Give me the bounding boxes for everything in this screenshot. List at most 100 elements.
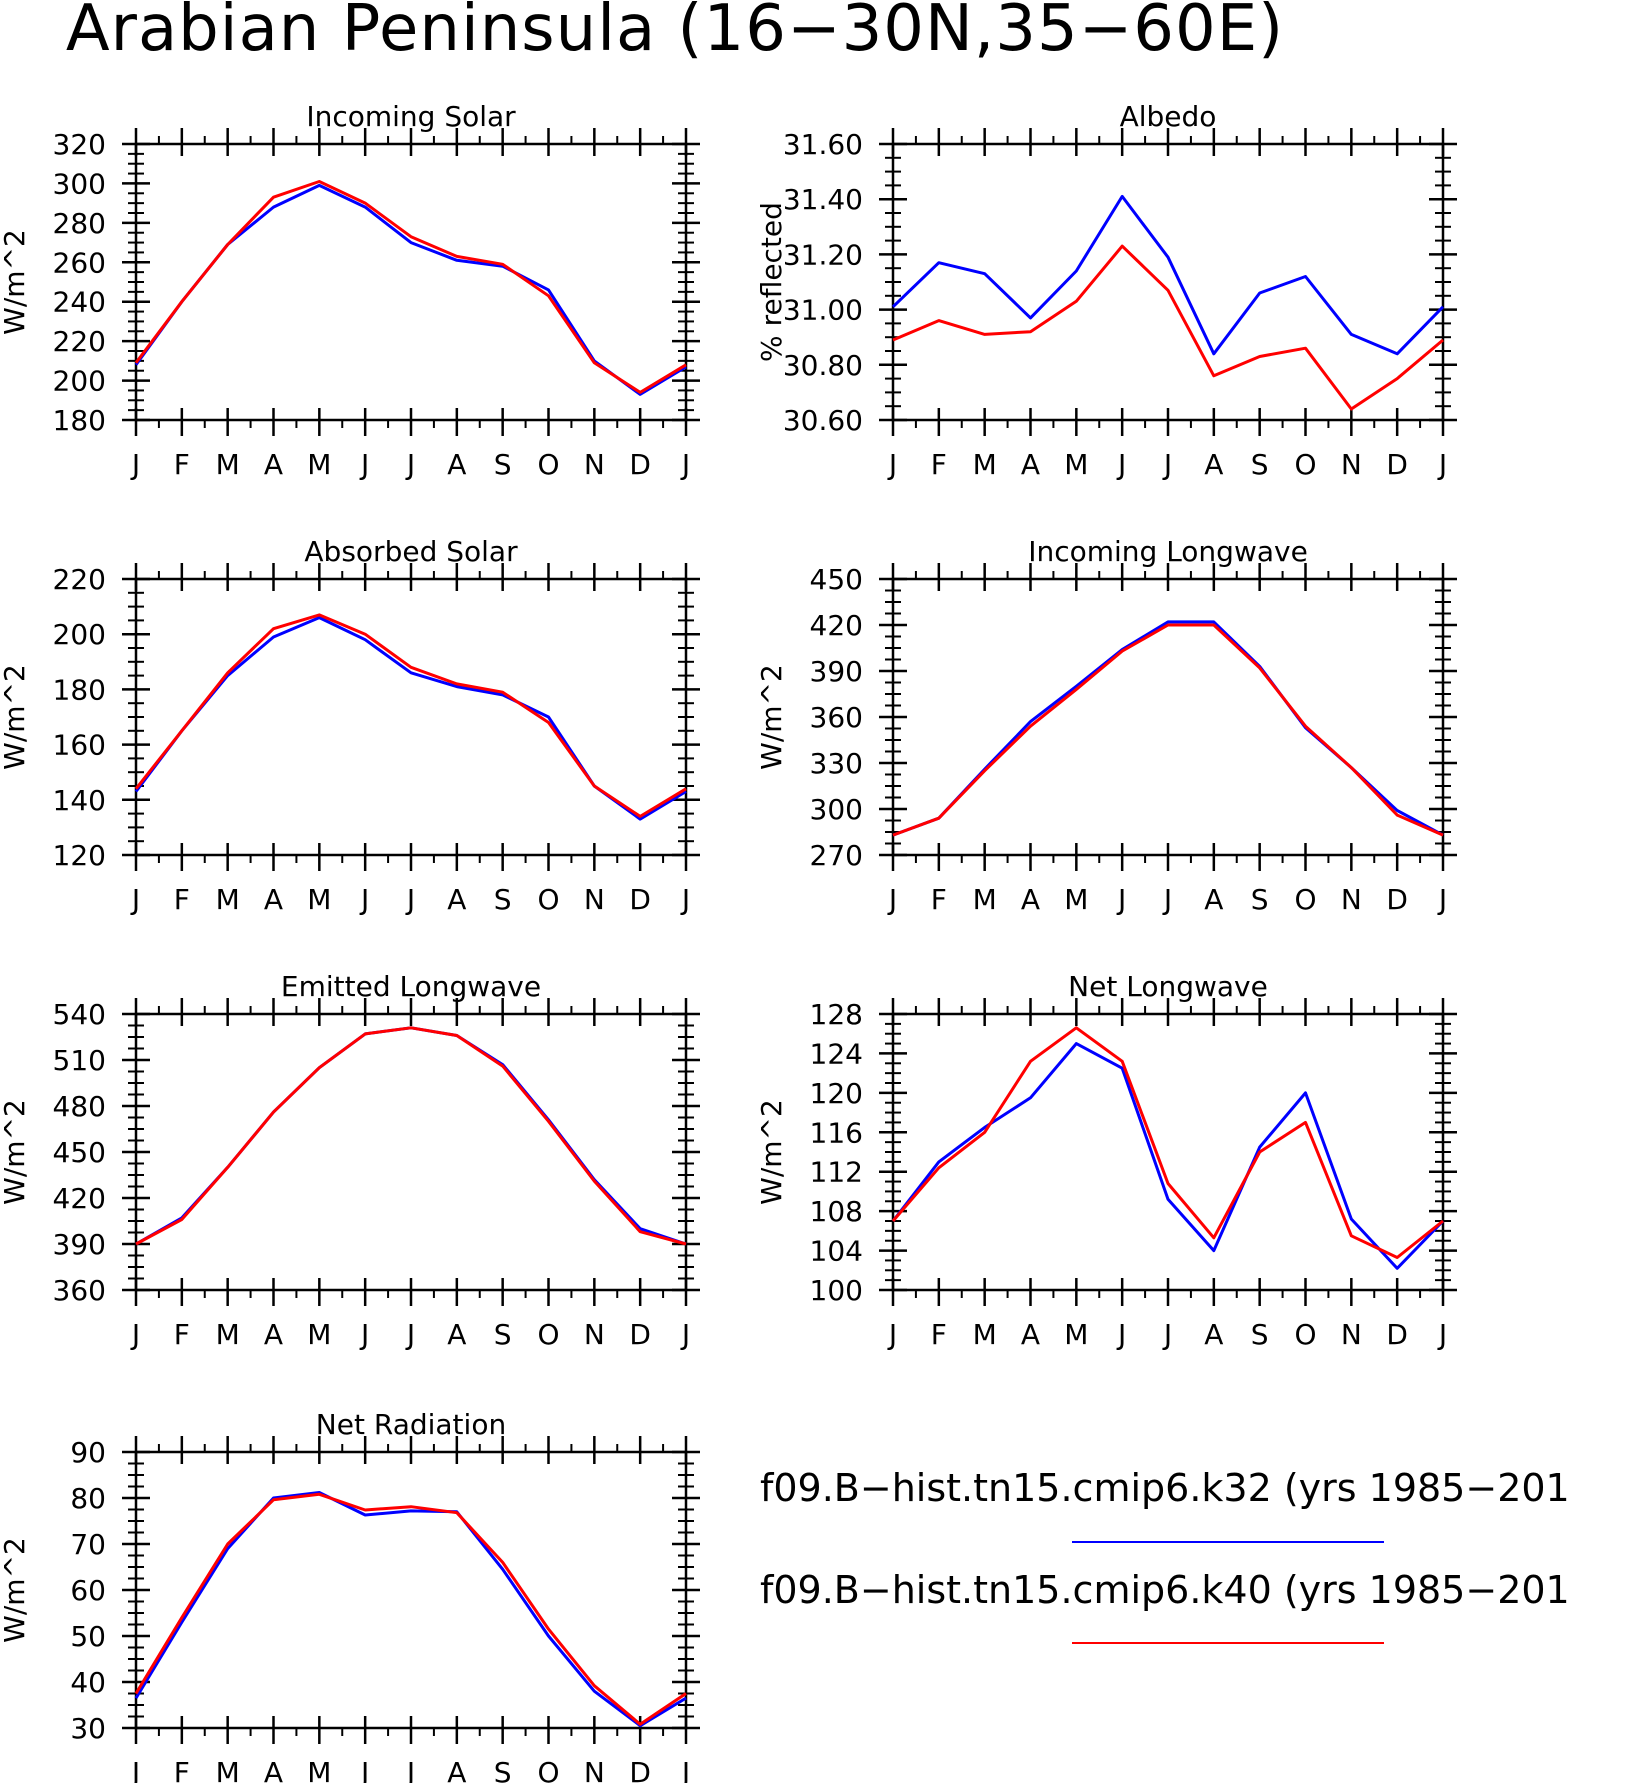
plot-frame	[134, 577, 688, 857]
x-tick-label: A	[264, 883, 283, 916]
x-tick-label: A	[264, 448, 283, 481]
x-tick-label: A	[264, 1318, 283, 1351]
y-tick-label: 180	[53, 404, 106, 437]
y-tick-label: 100	[810, 1274, 863, 1307]
x-tick-label: A	[447, 1756, 466, 1783]
plot-frame	[134, 1012, 688, 1292]
x-tick-label: S	[494, 448, 512, 481]
x-tick-label: J	[887, 1318, 897, 1351]
series-line-blue	[891, 1042, 1445, 1270]
y-axis-label: W/m^2	[755, 1099, 788, 1205]
y-tick-label: 120	[810, 1077, 863, 1110]
y-tick-label: 360	[53, 1274, 106, 1307]
series-line-red	[134, 1492, 687, 1726]
y-tick-label: 124	[810, 1037, 863, 1070]
series-line-red	[134, 180, 687, 394]
x-tick-label: J	[130, 1756, 140, 1783]
x-tick-label: M	[216, 883, 240, 916]
x-tick-label: J	[1162, 883, 1172, 916]
y-tick-label: 60	[70, 1574, 106, 1607]
x-tick-label: M	[216, 1318, 240, 1351]
x-tick-label: A	[1204, 1318, 1223, 1351]
x-tick-label: F	[931, 1318, 947, 1351]
series-line-red	[892, 244, 1444, 411]
x-tick-label: S	[494, 883, 512, 916]
x-tick-label: D	[629, 448, 651, 481]
series-line-red	[135, 1026, 687, 1246]
y-tick-label: 420	[810, 609, 863, 642]
x-tick-label: M	[1064, 448, 1088, 481]
x-tick-label: N	[584, 1756, 605, 1783]
y-tick-label: 128	[810, 998, 863, 1031]
series-line-red	[134, 613, 687, 818]
x-tick-label: M	[216, 448, 240, 481]
x-tick-label: J	[359, 883, 369, 916]
x-tick-label: A	[1021, 448, 1040, 481]
legend-label-k32: f09.B−hist.tn15.cmip6.k32 (yrs 1985−201	[760, 1466, 1570, 1510]
y-tick-label: 50	[70, 1620, 106, 1653]
x-tick-label: J	[887, 448, 897, 481]
x-tick-label: F	[174, 883, 190, 916]
x-tick-label: O	[1294, 448, 1316, 481]
x-tick-label: N	[1341, 883, 1362, 916]
y-tick-label: 30.60	[783, 404, 863, 437]
y-axis-label: W/m^2	[0, 664, 31, 770]
y-tick-label: 450	[53, 1136, 106, 1169]
panel-title: Net Longwave	[1068, 970, 1268, 1003]
y-tick-label: 30.80	[783, 349, 863, 382]
y-tick-label: 360	[810, 701, 863, 734]
x-tick-label: O	[537, 448, 559, 481]
y-tick-label: 510	[53, 1044, 106, 1077]
x-tick-label: O	[537, 883, 559, 916]
panel-title: Absorbed Solar	[304, 535, 518, 568]
y-tick-label: 300	[53, 167, 106, 200]
legend-label-k40: f09.B−hist.tn15.cmip6.k40 (yrs 1985−201	[760, 1568, 1570, 1612]
x-tick-label: D	[1386, 448, 1408, 481]
x-tick-label: J	[359, 448, 369, 481]
x-tick-label: A	[447, 1318, 466, 1351]
x-tick-label: N	[1341, 1318, 1362, 1351]
plot-frame	[134, 142, 688, 422]
y-tick-label: 31.20	[783, 238, 863, 271]
x-tick-label: J	[680, 1756, 690, 1783]
x-tick-label: J	[405, 883, 415, 916]
x-tick-label: N	[584, 448, 605, 481]
panel-title: Albedo	[1120, 100, 1217, 133]
y-tick-label: 112	[810, 1156, 863, 1189]
x-tick-label: O	[1294, 1318, 1316, 1351]
x-tick-label: M	[1064, 883, 1088, 916]
x-tick-label: S	[494, 1318, 512, 1351]
y-tick-label: 300	[810, 793, 863, 826]
x-tick-label: M	[973, 1318, 997, 1351]
x-tick-label: O	[1294, 883, 1316, 916]
y-axis-label: W/m^2	[0, 1099, 31, 1205]
x-tick-label: D	[1386, 883, 1408, 916]
y-tick-label: 280	[53, 207, 106, 240]
panel-title: Emitted Longwave	[281, 970, 541, 1003]
x-tick-label: N	[584, 883, 605, 916]
series-line-blue	[134, 183, 687, 396]
y-tick-label: 390	[53, 1228, 106, 1261]
y-tick-label: 31.00	[783, 294, 863, 327]
plot-frame	[134, 1450, 688, 1730]
y-axis-label: W/m^2	[0, 229, 31, 335]
y-tick-label: 30	[70, 1712, 106, 1745]
panel-incoming-longwave: J F M A M J J A S O N D J270300330360390420450W/m^2I…	[755, 535, 1457, 916]
x-tick-label: J	[405, 1318, 415, 1351]
x-tick-label: A	[447, 883, 466, 916]
x-tick-label: J	[680, 448, 690, 481]
panel-emitted-longwave: J F M A M J J A S O N D J360390420450480510540W/m^2E…	[0, 970, 700, 1351]
series-line-blue	[134, 616, 687, 821]
legend-swatch-k40	[1072, 1642, 1384, 1644]
y-tick-label: 220	[53, 563, 106, 596]
x-tick-label: A	[1021, 883, 1040, 916]
x-tick-label: F	[174, 1756, 190, 1783]
y-tick-label: 40	[70, 1666, 106, 1699]
x-tick-label: J	[1437, 883, 1447, 916]
x-tick-label: F	[931, 883, 947, 916]
x-tick-label: S	[1251, 883, 1269, 916]
y-tick-label: 116	[810, 1116, 863, 1149]
y-tick-label: 31.40	[783, 183, 863, 216]
x-tick-label: F	[174, 448, 190, 481]
